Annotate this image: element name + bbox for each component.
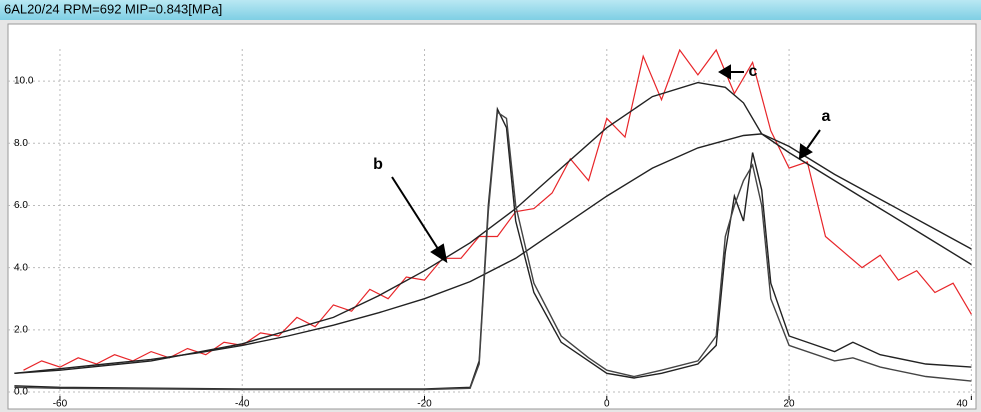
arrow-head [430,243,448,264]
arrow-head [798,143,813,160]
annotations [391,64,821,264]
x-tick-label: 20 [784,399,796,410]
plot-area [7,23,977,410]
x-tick-label: 40 [956,399,968,410]
x-tick-label: -40 [235,399,250,410]
x-tick-label: 0 [604,399,610,410]
x-tick-label: -60 [53,399,68,410]
line-series [14,110,972,391]
y-tick-label: 10.0 [14,76,34,87]
x-tick-label: -20 [417,399,432,410]
y-tick-label: 4.0 [14,262,28,273]
annotation: c [749,63,758,80]
line-series [14,81,972,374]
line-series [14,106,972,390]
annotation-arrow [391,176,441,253]
chart-title: 6AL20/24 RPM=692 MIP=0.843[MPa] [4,1,222,16]
annotation: a [822,108,831,125]
arrow-head [718,64,731,80]
annotation-arrow [805,129,821,151]
title-bar [0,0,981,20]
y-tick-label: 6.0 [14,200,28,211]
line-series [23,48,972,371]
y-tick-label: 2.0 [14,324,28,335]
y-tick-label: 0.0 [14,387,28,398]
y-tick-label: 8.0 [14,138,28,149]
line-series [14,133,972,374]
annotation: b [373,156,383,173]
plot [8,48,975,400]
